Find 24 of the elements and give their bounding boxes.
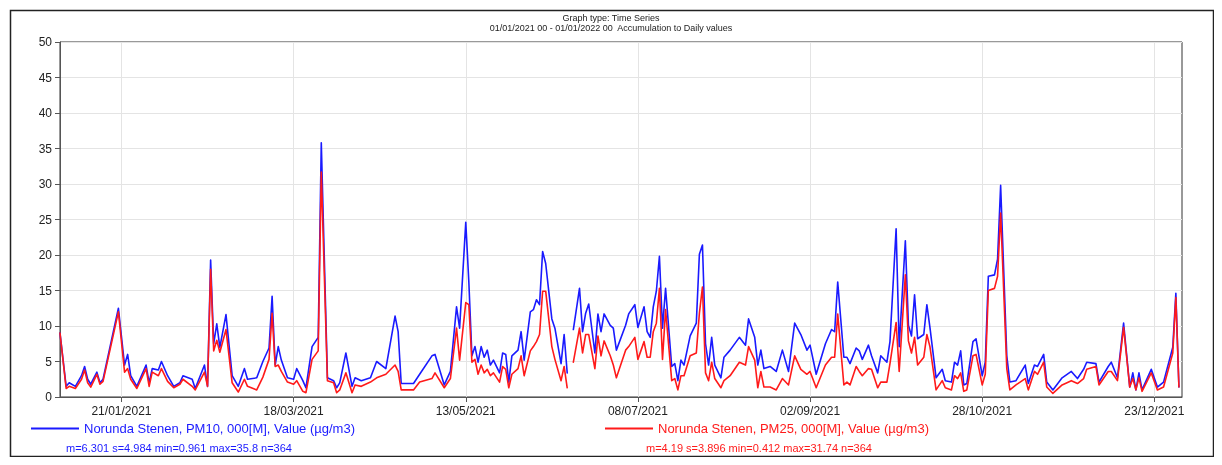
x-tick-label: 13/05/2021 xyxy=(435,404,497,418)
x-tick-label: 08/07/2021 xyxy=(607,404,669,418)
chart-subtitle: 01/01/2021 00 - 01/01/2022 00 Accumulation to Daily values xyxy=(489,22,733,33)
legend-label: Norunda Stenen, PM25, 000[M], Value (µg/m3) xyxy=(658,421,930,436)
y-tick-label: 30 xyxy=(38,177,53,191)
x-tick-label: 28/10/2021 xyxy=(952,404,1013,418)
x-tick-label: 18/03/2021 xyxy=(263,404,324,418)
y-tick-label: 50 xyxy=(38,35,53,49)
y-tick-label: 0 xyxy=(45,390,53,404)
x-tick-label: 23/12/2021 xyxy=(1124,404,1185,418)
x-tick-label: 21/01/2021 xyxy=(91,404,152,418)
y-tick-label: 35 xyxy=(38,141,53,156)
y-tick-label: 5 xyxy=(45,354,53,369)
text: m=4.19 s=3.896 min=0.412 max=31.74 n=364 xyxy=(646,441,872,454)
legend-label: Norunda Stenen, PM10, 000[M], Value (µg/m3) xyxy=(84,421,356,436)
y-tick-label: 25 xyxy=(38,212,53,227)
y-tick-label: 45 xyxy=(38,70,53,85)
y-tick-label: 20 xyxy=(38,248,53,262)
y-tick-label: 40 xyxy=(38,106,53,120)
text: m=6.301 s=4.984 min=0.961 max=35.8 n=364 xyxy=(66,441,292,454)
y-tick-label: 15 xyxy=(38,283,53,298)
x-tick-label: 02/09/2021 xyxy=(780,404,841,418)
y-tick-label: 10 xyxy=(38,319,53,333)
chart-title: Graph type: Time Series xyxy=(562,12,661,23)
